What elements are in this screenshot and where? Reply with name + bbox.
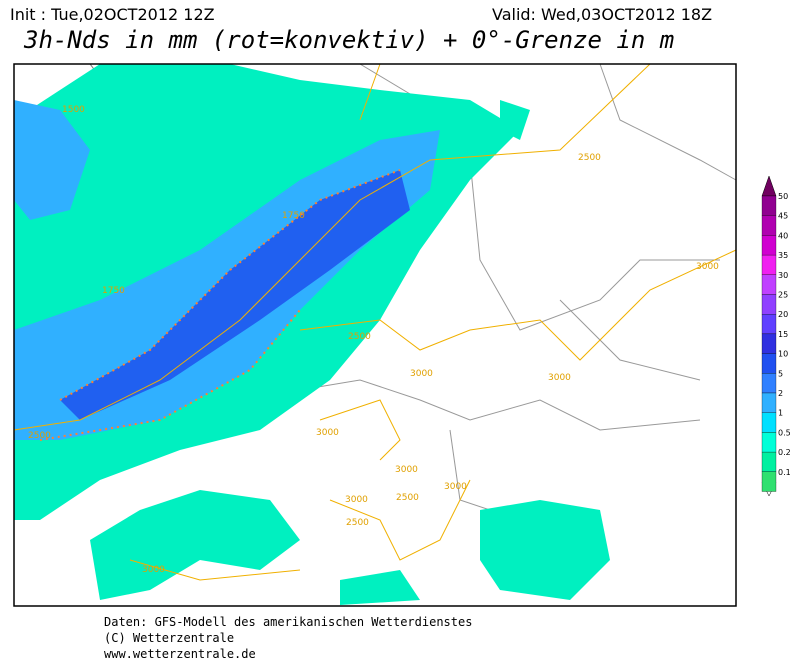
convective-outline bbox=[39, 169, 401, 441]
freezing-contour bbox=[13, 63, 737, 581]
precip-area bbox=[340, 100, 610, 605]
legend-label: 2 bbox=[778, 389, 783, 398]
legend-swatch bbox=[761, 451, 777, 472]
legend-label: 0.5 bbox=[778, 428, 791, 437]
legend-top-arrow bbox=[761, 175, 777, 197]
contour-label: 2500 bbox=[396, 493, 419, 503]
legend-swatch bbox=[761, 392, 777, 413]
contour-label: 2500 bbox=[346, 518, 369, 528]
legend-label: 45 bbox=[778, 212, 788, 221]
footer-line: (C) Wetterzentrale bbox=[104, 631, 234, 645]
precip-area bbox=[90, 490, 300, 600]
legend-label: 0.2 bbox=[778, 448, 791, 457]
legend-swatch bbox=[761, 353, 777, 374]
precip-area bbox=[14, 100, 90, 220]
contour-label: 2500 bbox=[348, 332, 371, 342]
legend-swatch bbox=[761, 235, 777, 256]
legend-label: 15 bbox=[778, 330, 788, 339]
legend-label: 20 bbox=[778, 310, 788, 319]
legend-swatch bbox=[761, 215, 777, 236]
legend-swatch bbox=[761, 412, 777, 433]
legend-label: 0.1 bbox=[778, 468, 791, 477]
legend-swatch bbox=[761, 294, 777, 315]
init-time: Init : Tue,02OCT2012 12Z bbox=[10, 5, 215, 24]
contour-label: 3000 bbox=[395, 465, 418, 475]
legend-swatch bbox=[761, 195, 777, 216]
map-title: 3h-Nds in mm (rot=konvektiv) + 0°-Grenze… bbox=[23, 26, 674, 54]
contour-label: 1750 bbox=[282, 211, 305, 221]
valid-time: Valid: Wed,03OCT2012 18Z bbox=[492, 5, 712, 24]
legend-label: 30 bbox=[778, 271, 788, 280]
contour-label: 2500 bbox=[578, 153, 601, 163]
map: 1500 1750 1750 2500 2500 3000 3000 3000 … bbox=[13, 63, 737, 607]
contour-label: 3000 bbox=[345, 495, 368, 505]
legend-swatch bbox=[761, 333, 777, 354]
legend: 50 45 40 35 30 25 20 15 10 5 2 1 0.5 0.2 0.1 bbox=[761, 175, 791, 497]
legend-label: 35 bbox=[778, 251, 788, 260]
legend-swatch bbox=[761, 314, 777, 335]
legend-swatch bbox=[761, 274, 777, 295]
legend-label: 5 bbox=[778, 369, 783, 378]
legend-swatch bbox=[761, 471, 777, 492]
map-frame bbox=[13, 63, 737, 607]
legend-label: 1 bbox=[778, 409, 783, 418]
contour-label: 3000 bbox=[696, 262, 719, 272]
contour-label: 3000 bbox=[316, 428, 339, 438]
legend-label: 50 bbox=[778, 192, 788, 201]
contour-label: 3000 bbox=[410, 369, 433, 379]
contour-label: 3000 bbox=[142, 565, 165, 575]
legend-swatch bbox=[761, 373, 777, 394]
legend-swatch bbox=[761, 432, 777, 453]
legend-label: 40 bbox=[778, 231, 788, 240]
contour-label: 1750 bbox=[102, 286, 125, 296]
legend-swatch bbox=[761, 254, 777, 275]
contour-label: 3000 bbox=[548, 373, 571, 383]
footer-line: www.wetterzentrale.de bbox=[104, 647, 256, 661]
precip-area bbox=[60, 170, 410, 420]
contour-label: 1500 bbox=[62, 105, 85, 115]
legend-label: 25 bbox=[778, 291, 788, 300]
legend-label: 10 bbox=[778, 350, 788, 359]
contour-label: 3000 bbox=[444, 482, 467, 492]
contour-label: 2500 bbox=[28, 431, 51, 441]
footer-line: Daten: GFS-Modell des amerikanischen Wet… bbox=[104, 615, 472, 629]
